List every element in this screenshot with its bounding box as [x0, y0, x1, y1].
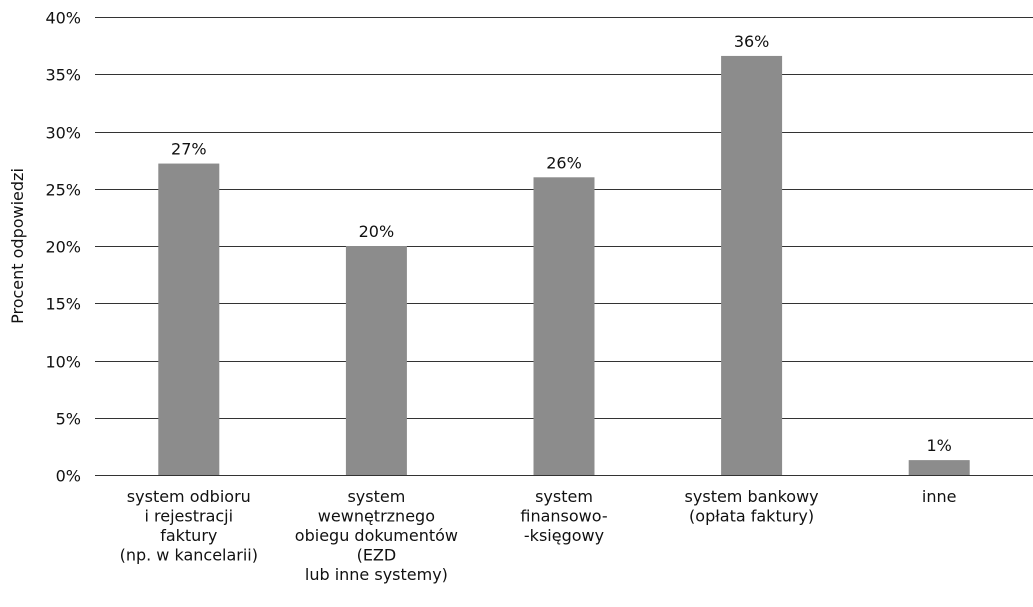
data-label: 1%	[927, 436, 952, 455]
y-tick-label: 20%	[45, 238, 81, 257]
bar	[721, 55, 783, 476]
x-category-label: system wewnętrznego obiegu dokumentów (EZD l…	[295, 487, 458, 584]
y-tick-label: 10%	[45, 353, 81, 372]
y-tick-label: 35%	[45, 66, 81, 85]
y-tick-label: 30%	[45, 124, 81, 143]
y-tick-label: 25%	[45, 181, 81, 200]
bars	[158, 55, 970, 476]
data-label: 20%	[359, 222, 395, 241]
y-tick-label: 5%	[56, 410, 81, 429]
bar	[158, 163, 220, 475]
x-category-label: inne	[922, 487, 957, 506]
bar	[345, 246, 407, 475]
x-category-label: system odbioru i rejestracji faktury (np. w…	[120, 487, 258, 565]
x-category-label: system bankowy (opłata faktury)	[685, 487, 819, 526]
bar	[908, 460, 970, 475]
y-axis-title: Procent odpowiedzi	[8, 168, 27, 324]
data-label: 27%	[171, 140, 207, 159]
data-label: 26%	[546, 153, 582, 172]
bar	[533, 177, 595, 476]
x-axis-categories: system odbioru i rejestracji faktury (np. w…	[120, 487, 957, 584]
y-tick-label: 0%	[56, 467, 81, 486]
y-tick-label: 40%	[45, 9, 81, 28]
x-category-label: system finansowo--księgowy	[520, 487, 607, 545]
data-label: 36%	[734, 32, 770, 51]
y-axis-ticks: 0% 5% 10% 15% 20% 25% 30% 35% 40%	[45, 9, 81, 486]
y-tick-label: 15%	[45, 295, 81, 314]
data-labels: 27% 20% 26% 36% 1%	[171, 32, 952, 455]
